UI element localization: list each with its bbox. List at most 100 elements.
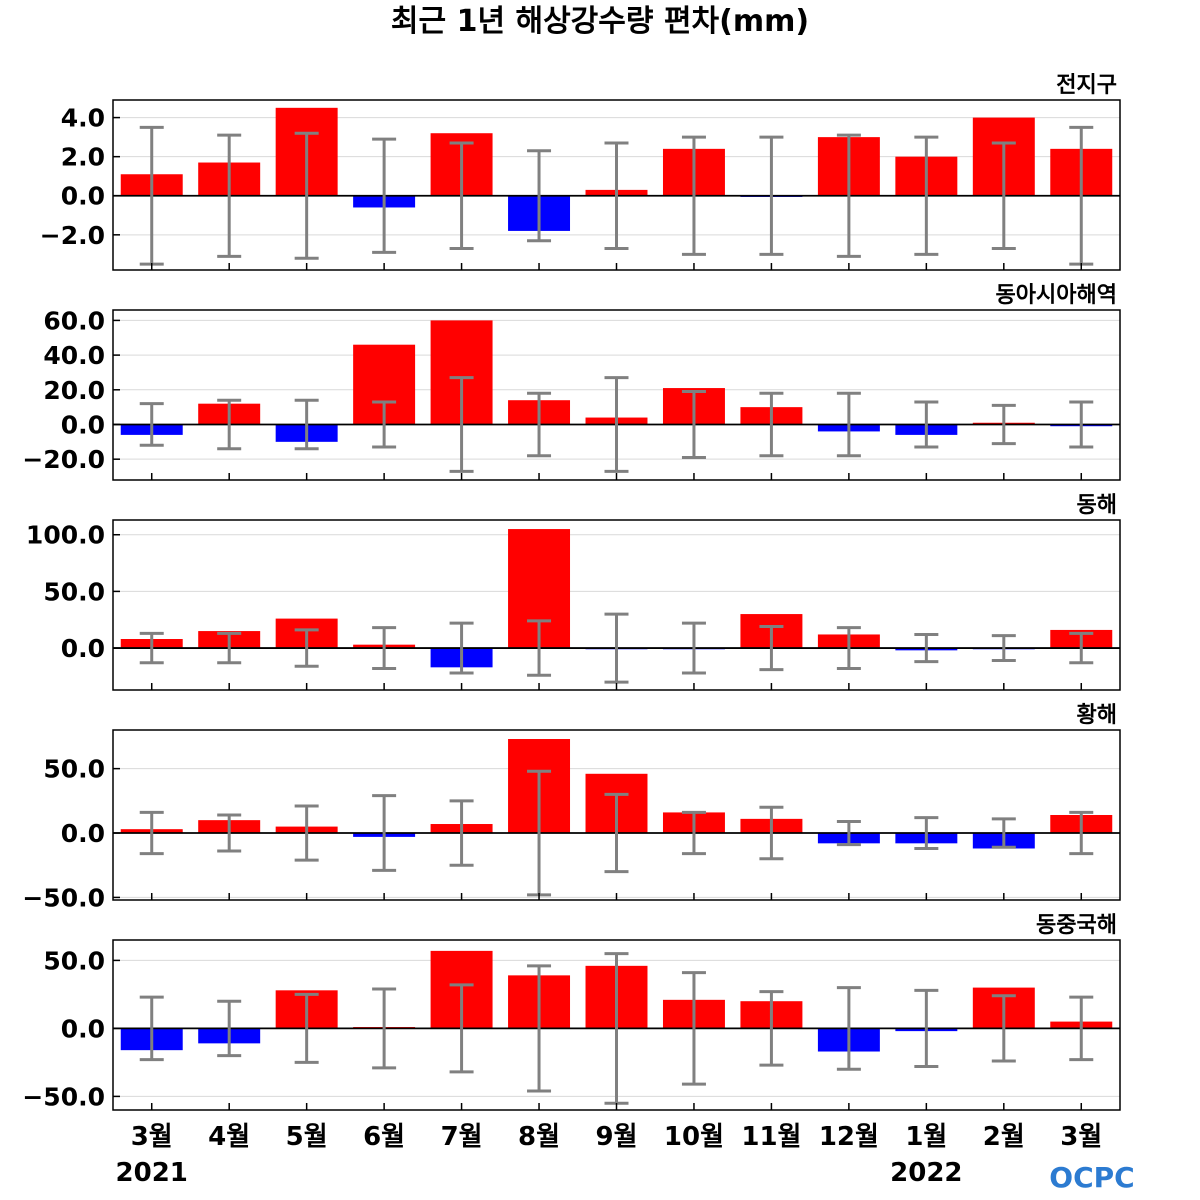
- y-tick-label: 0.0: [61, 819, 105, 848]
- error-bar: [372, 137, 397, 254]
- error-bar: [914, 400, 939, 449]
- panel-1: 동아시아해역 60.0 40.0 20.0 0.0 −20.0: [22, 283, 1121, 481]
- error-bar: [1069, 631, 1094, 665]
- y-tick-label: 0.0: [61, 634, 105, 663]
- error-bar: [681, 135, 706, 256]
- error-bar: [449, 799, 474, 867]
- y-tick-label: 2.0: [61, 143, 105, 172]
- error-bar: [139, 402, 164, 447]
- y-tick-label: 0.0: [61, 1014, 105, 1043]
- x-tick-label: 7월: [441, 1122, 483, 1152]
- error-bar: [914, 816, 939, 850]
- error-bar: [681, 390, 706, 459]
- error-bar: [294, 131, 319, 260]
- error-bar: [914, 135, 939, 256]
- y-tick-label: 0.0: [61, 182, 105, 211]
- x-tick-label: 1월: [905, 1122, 947, 1152]
- error-bar: [217, 999, 242, 1058]
- error-bar: [139, 810, 164, 856]
- error-bar: [991, 817, 1016, 849]
- error-bar: [372, 626, 397, 670]
- x-tick-label: 6월: [363, 1122, 405, 1152]
- error-bar: [372, 400, 397, 449]
- y-tick-label: 0.0: [61, 410, 105, 439]
- error-bar: [1069, 995, 1094, 1062]
- y-tick-label: 40.0: [43, 341, 105, 370]
- panel-label: 동중국해: [1036, 913, 1117, 938]
- error-bar: [914, 988, 939, 1068]
- error-bar: [681, 971, 706, 1086]
- error-bar: [294, 992, 319, 1064]
- y-tick-label: 20.0: [43, 376, 105, 405]
- error-bar: [604, 792, 629, 874]
- x-tick-label: 8월: [518, 1122, 560, 1152]
- x-axis: 3월 4월 5월 6월 7월 8월 9월 10월 11월 12월 1월 2월 3월 2021 2022: [116, 1122, 1103, 1188]
- panel-label: 전지구: [1056, 73, 1117, 98]
- error-bar: [681, 621, 706, 675]
- panel-2: 동해 100.0 50.0 0.0: [26, 493, 1121, 691]
- error-bar: [527, 964, 552, 1093]
- panel-3: 황해 50.0 0.0 −50.0: [22, 703, 1121, 912]
- y-tick-label: 50.0: [43, 946, 105, 975]
- chart-panels: 전지구 4.0 2.0 0.0 −2.0 동아시아해역 60.0 40.0 20.0 0.0 −20…: [22, 73, 1121, 1111]
- y-tick-label: −20.0: [22, 445, 105, 474]
- error-bar: [991, 403, 1016, 446]
- ocpc-logo: OCPC: [1049, 1161, 1134, 1194]
- error-bar: [294, 628, 319, 668]
- panel-0: 전지구 4.0 2.0 0.0 −2.0: [40, 73, 1121, 271]
- error-bar: [604, 376, 629, 473]
- error-bar: [991, 994, 1016, 1063]
- error-bar: [527, 619, 552, 677]
- panel-label: 동해: [1077, 493, 1117, 518]
- error-bar: [372, 987, 397, 1070]
- error-bar: [372, 794, 397, 872]
- y-tick-label: 60.0: [43, 306, 105, 335]
- error-bar: [759, 805, 784, 861]
- error-bar: [759, 625, 784, 672]
- x-tick-label: 11월: [741, 1122, 801, 1152]
- error-bar: [991, 634, 1016, 663]
- chart-title: 최근 1년 해상강수량 편차(mm): [391, 4, 809, 39]
- error-bar: [294, 804, 319, 862]
- error-bar: [991, 141, 1016, 251]
- y-tick-label: 50.0: [43, 755, 105, 784]
- error-bar: [759, 990, 784, 1067]
- error-bar: [527, 391, 552, 458]
- error-bar: [681, 810, 706, 856]
- error-bar: [604, 141, 629, 251]
- error-bar: [449, 141, 474, 251]
- error-bar: [836, 819, 861, 847]
- x-tick-label: 9월: [595, 1122, 637, 1152]
- x-tick-label: 2월: [983, 1122, 1025, 1152]
- error-bar: [836, 391, 861, 458]
- error-bar: [139, 995, 164, 1062]
- year-label: 2021: [116, 1158, 188, 1188]
- error-bar: [914, 632, 939, 664]
- error-bar: [1069, 400, 1094, 449]
- error-bar: [836, 133, 861, 258]
- y-tick-label: −50.0: [22, 1082, 105, 1111]
- panel-4: 동중국해 50.0 0.0 −50.0: [22, 913, 1121, 1111]
- error-bar: [217, 398, 242, 451]
- error-bar: [759, 135, 784, 256]
- error-bar: [449, 376, 474, 473]
- error-bar: [294, 398, 319, 451]
- year-label: 2022: [890, 1158, 962, 1188]
- x-tick-label: 4월: [208, 1122, 250, 1152]
- error-bar: [604, 612, 629, 684]
- error-bar: [759, 391, 784, 458]
- error-bar: [217, 631, 242, 665]
- error-bar: [449, 983, 474, 1074]
- y-tick-label: 50.0: [43, 577, 105, 606]
- error-bar: [527, 149, 552, 243]
- error-bar: [449, 621, 474, 675]
- x-tick-label: 3월: [131, 1122, 173, 1152]
- x-tick-label: 5월: [286, 1122, 328, 1152]
- panel-label: 황해: [1077, 703, 1117, 728]
- y-tick-label: 100.0: [26, 521, 105, 550]
- y-tick-label: −2.0: [40, 221, 105, 250]
- y-tick-label: 4.0: [61, 104, 105, 133]
- error-bar: [139, 631, 164, 665]
- x-tick-label: 10월: [664, 1122, 724, 1152]
